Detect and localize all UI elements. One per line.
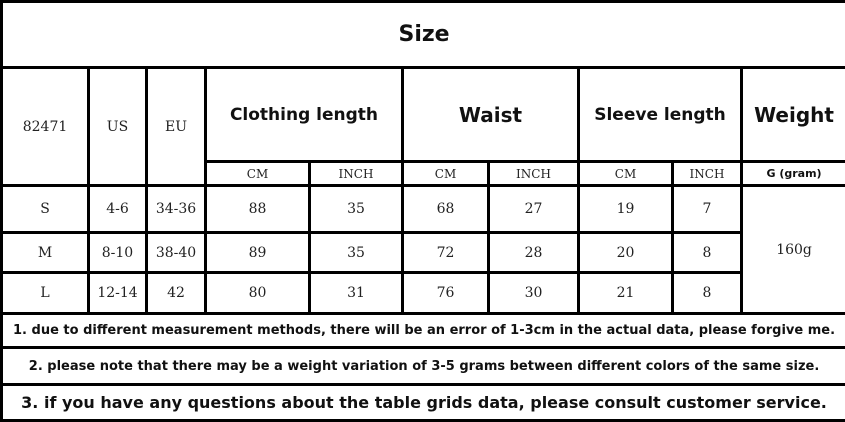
waist-cm-header: CM [403,162,489,186]
note-2: 2. please note that there may be a weigh… [2,348,845,385]
weight-unit-header: G (gram) [742,162,845,186]
size-cell: M [2,233,89,273]
sleeve-cm-header: CM [579,162,673,186]
sleeve-cm-cell: 21 [579,273,673,314]
us-cell: 8-10 [89,233,147,273]
eu-header: EU [147,68,206,186]
length-cm-cell: 88 [206,186,310,233]
eu-cell: 38-40 [147,233,206,273]
table-row: S 4-6 34-36 88 35 68 27 19 7 160g [2,186,845,233]
length-cm-header: CM [206,162,310,186]
length-inch-header: INCH [310,162,403,186]
sleeve-length-header: Sleeve length [579,68,742,162]
style-number: 82471 [2,68,89,186]
sleeve-inch-cell: 7 [673,186,742,233]
size-cell: S [2,186,89,233]
length-inch-cell: 31 [310,273,403,314]
size-cell: L [2,273,89,314]
us-cell: 4-6 [89,186,147,233]
length-cm-cell: 80 [206,273,310,314]
waist-cm-cell: 72 [403,233,489,273]
weight-header: Weight [742,68,845,162]
eu-cell: 42 [147,273,206,314]
sleeve-cm-cell: 20 [579,233,673,273]
clothing-length-header: Clothing length [206,68,403,162]
sleeve-inch-header: INCH [673,162,742,186]
sleeve-inch-cell: 8 [673,233,742,273]
length-inch-cell: 35 [310,233,403,273]
length-cm-cell: 89 [206,233,310,273]
waist-inch-cell: 28 [489,233,579,273]
waist-header: Waist [403,68,579,162]
chart-title: Size [2,2,845,68]
note-3: 3. if you have any questions about the t… [2,385,845,421]
eu-cell: 34-36 [147,186,206,233]
us-header: US [89,68,147,186]
waist-inch-cell: 30 [489,273,579,314]
table-row: M 8-10 38-40 89 35 72 28 20 8 [2,233,845,273]
us-cell: 12-14 [89,273,147,314]
waist-inch-header: INCH [489,162,579,186]
waist-cm-cell: 76 [403,273,489,314]
table-row: L 12-14 42 80 31 76 30 21 8 [2,273,845,314]
sleeve-inch-cell: 8 [673,273,742,314]
weight-value: 160g [742,186,845,314]
sleeve-cm-cell: 19 [579,186,673,233]
waist-inch-cell: 27 [489,186,579,233]
waist-cm-cell: 68 [403,186,489,233]
length-inch-cell: 35 [310,186,403,233]
note-1: 1. due to different measurement methods,… [2,314,845,348]
